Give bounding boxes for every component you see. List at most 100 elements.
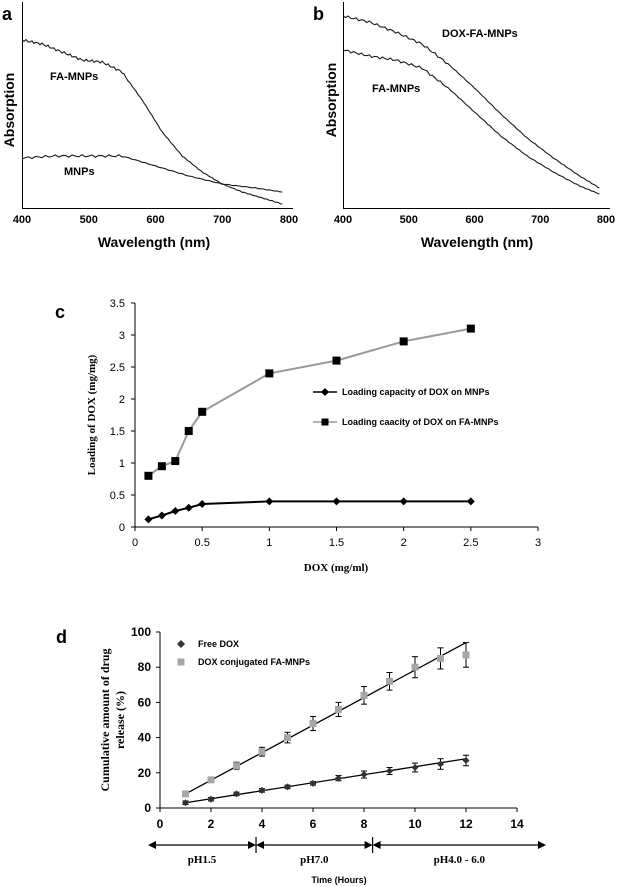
- data-point-square: [233, 762, 240, 770]
- panel-a-letter: a: [2, 4, 13, 24]
- x-tick-label: 4: [259, 817, 266, 831]
- spectrum-line: [21, 38, 283, 205]
- data-point-diamond: [360, 771, 368, 779]
- data-point-square: [258, 748, 266, 756]
- x-tick-label: 700: [531, 214, 549, 226]
- panel-b-xticks: 400 500 600 700 800: [334, 2, 615, 226]
- panel-a-xlabel: Wavelength (nm): [98, 234, 210, 250]
- data-point-diamond: [184, 503, 193, 512]
- data-point-diamond: [182, 799, 189, 807]
- data-point-diamond: [258, 786, 266, 794]
- panel-b-xlabel: Wavelength (nm): [421, 234, 533, 250]
- data-point-diamond: [144, 515, 153, 524]
- x-tick-label: 600: [146, 214, 164, 226]
- phase-arrow-head-left: [148, 841, 156, 849]
- y-tick-label: 1: [119, 458, 125, 470]
- data-point-square: [198, 407, 207, 416]
- panel-c-series: [144, 324, 475, 524]
- x-tick-label: 500: [400, 214, 418, 226]
- panel-c: c Loading of DOX (mg/mg) DOX (mg/ml) 0 0.…: [55, 298, 541, 574]
- trend-line: [185, 641, 467, 795]
- data-point-square: [360, 691, 368, 699]
- legend-marker-diamond: [177, 640, 185, 648]
- x-tick-label: 500: [80, 214, 98, 226]
- data-point-square: [399, 337, 408, 346]
- series-line: [148, 500, 471, 521]
- data-point-diamond: [399, 497, 408, 506]
- data-point-diamond: [462, 756, 470, 764]
- x-tick-label: 14: [510, 817, 524, 831]
- phase-label: pH1.5: [188, 854, 217, 866]
- panel-d-xlabel: Time (Hours): [311, 875, 366, 885]
- data-point-diamond: [157, 511, 166, 520]
- x-tick-label: 400: [334, 214, 352, 226]
- panel-d-series: [182, 641, 470, 807]
- series-line: [147, 327, 471, 477]
- x-tick-label: 0: [157, 817, 164, 831]
- legend-label-mnps: Loading capacity of DOX on MNPs: [342, 387, 490, 397]
- phase-label: pH4.0 - 6.0: [434, 854, 486, 866]
- phase-arrow-head-right: [248, 841, 257, 849]
- legend-label-fa-mnps: Loading caacity of DOX on FA-MNPs: [342, 417, 499, 427]
- panel-c-legend: Loading capacity of DOX on MNPs Loading …: [313, 387, 499, 427]
- panel-a-ylabel: Absorption: [1, 73, 17, 148]
- panel-d-ylabel-line1: Cumulative amount of drug: [98, 648, 112, 791]
- panel-a-lines: [21, 38, 283, 205]
- x-tick-label: 0.5: [195, 537, 210, 549]
- spectrum-line: [342, 15, 600, 189]
- panel-a-label-fa-mnps: FA-MNPs: [50, 71, 98, 83]
- data-point-diamond: [411, 764, 419, 772]
- data-point-square: [466, 324, 475, 333]
- phase-arrow-head-right: [538, 841, 546, 849]
- data-point-square: [182, 790, 189, 798]
- y-tick-label: 3: [119, 330, 125, 342]
- data-point-diamond: [198, 499, 207, 508]
- x-tick-label: 600: [465, 214, 483, 226]
- data-point-diamond: [207, 795, 215, 803]
- legend-label-free-dox: Free DOX: [198, 639, 239, 649]
- panel-a: a Absorption Wavelength (nm) 400 500 600 70…: [1, 2, 298, 250]
- data-point-square: [184, 427, 193, 435]
- data-point-diamond: [233, 790, 240, 798]
- panel-a-xticks: 400 500 600 700 800: [13, 2, 298, 226]
- panel-c-ylabel: Loading of DOX (mg/mg): [86, 354, 98, 475]
- x-tick-label: 800: [280, 214, 298, 226]
- x-tick-label: 12: [459, 817, 473, 831]
- data-point-diamond: [284, 783, 291, 791]
- data-point-square: [332, 356, 341, 365]
- panel-d: d Cumulative amount of drug release (%) …: [56, 625, 546, 885]
- data-point-square: [309, 720, 317, 728]
- y-tick-label: 0: [119, 522, 125, 534]
- panel-d-ph-phases: pH1.5 pH7.0 pH4.0 - 6.0: [148, 837, 546, 866]
- panel-b-label-dox-fa-mnps: DOX-FA-MNPs: [442, 28, 518, 40]
- data-point-diamond: [332, 497, 341, 506]
- data-point-square: [462, 651, 470, 659]
- panel-a-label-mnps: MNPs: [64, 166, 95, 178]
- y-tick-label: 80: [138, 660, 152, 674]
- y-tick-label: 0.5: [110, 490, 125, 502]
- trend-line: [185, 758, 467, 804]
- x-tick-label: 800: [597, 214, 615, 226]
- x-tick-label: 6: [310, 817, 317, 831]
- x-tick-label: 8: [361, 817, 368, 831]
- y-tick-label: 2: [119, 394, 125, 406]
- phase-arrow-head-right: [364, 841, 373, 849]
- y-tick-label: 40: [138, 731, 152, 745]
- panel-b: b Absorption Wavelength (nm) 400 500 600 70…: [313, 2, 615, 250]
- data-point-square: [284, 734, 291, 742]
- x-tick-label: 2: [401, 537, 407, 549]
- data-point-square: [386, 677, 393, 685]
- data-point-diamond: [466, 497, 475, 506]
- y-tick-label: 100: [131, 625, 151, 639]
- data-point-square: [157, 462, 166, 471]
- data-point-diamond: [309, 779, 317, 787]
- x-tick-label: 10: [408, 817, 422, 831]
- x-tick-label: 700: [213, 214, 231, 226]
- data-point-square: [437, 654, 444, 662]
- x-tick-label: 3: [535, 537, 541, 549]
- data-point-square: [335, 705, 342, 713]
- legend-marker-square: [321, 418, 329, 426]
- panel-c-xlabel: DOX (mg/ml): [304, 562, 369, 574]
- y-tick-label: 2.5: [110, 362, 125, 374]
